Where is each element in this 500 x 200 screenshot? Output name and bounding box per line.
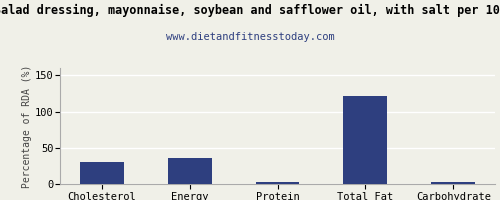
Bar — [80, 162, 124, 184]
Bar — [344, 96, 388, 184]
Bar — [168, 158, 212, 184]
Bar — [432, 182, 475, 184]
Text: Salad dressing, mayonnaise, soybean and safflower oil, with salt per 100: Salad dressing, mayonnaise, soybean and … — [0, 4, 500, 17]
Bar — [256, 182, 300, 184]
Y-axis label: Percentage of RDA (%): Percentage of RDA (%) — [22, 64, 32, 188]
Text: www.dietandfitnesstoday.com: www.dietandfitnesstoday.com — [166, 32, 334, 42]
